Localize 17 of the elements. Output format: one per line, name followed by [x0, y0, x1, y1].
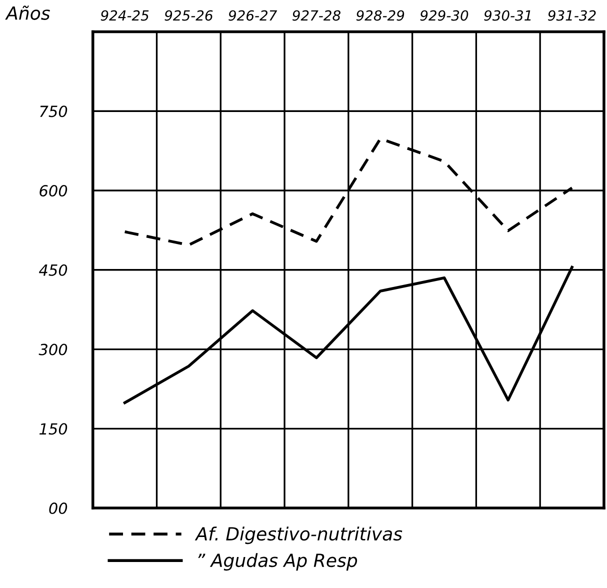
legend-label: Af. Digestivo-nutritivas — [194, 526, 402, 544]
y-tick-label: 600 — [40, 184, 68, 197]
x-tick-label: 924-25 — [100, 10, 149, 21]
y-tick-label: 150 — [39, 423, 68, 435]
y-tick-label: 450 — [38, 264, 68, 276]
x-tick-label: 928-29 — [356, 10, 404, 21]
x-tick-label: 931-32 — [548, 10, 596, 21]
y-tick-label: 750 — [40, 106, 68, 118]
x-tick-label: 929-30 — [420, 10, 468, 21]
x-axis-title: Años — [5, 6, 50, 20]
x-tick-label: 926-27 — [228, 10, 278, 21]
x-tick-label: 930-31 — [484, 10, 531, 21]
y-tick-label: 00 — [49, 502, 68, 514]
y-tick-label: 300 — [38, 344, 68, 356]
legend-label: ” Agudas Ap Resp — [198, 553, 358, 571]
x-tick-label: 925-26 — [164, 10, 213, 21]
x-tick-label: 927-28 — [292, 10, 340, 21]
